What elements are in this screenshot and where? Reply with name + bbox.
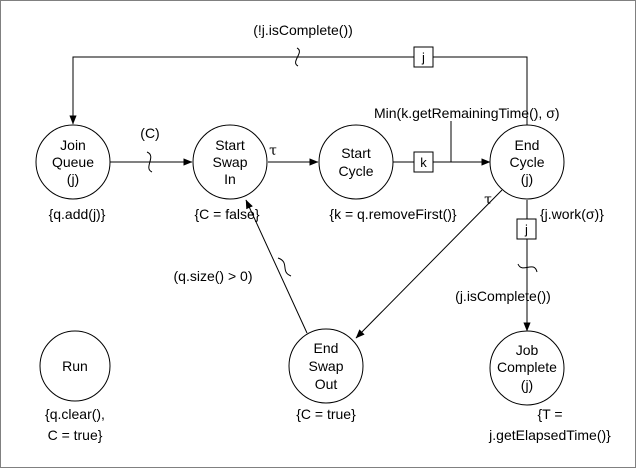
node-job-complete-line-2: Complete [497, 359, 557, 375]
node-job-complete-line-3: (j) [521, 377, 533, 393]
node-join-queue-line-2: Queue [52, 154, 94, 170]
node-job-complete-line-1: Job [516, 342, 539, 358]
param-box-loop-j: j [413, 46, 434, 68]
node-end-swap-out-line-1: End [314, 340, 339, 356]
node-job-complete: Job Complete (j) [489, 330, 565, 406]
edge-endswapout-to-startswapin [245, 199, 308, 334]
node-end-cycle-line-2: Cycle [509, 154, 544, 170]
node-join-queue: Join Queue (j) [35, 124, 111, 200]
param-box-complete-j-text: j [524, 222, 528, 237]
action-start-swap-in: {C = false} [195, 206, 260, 222]
edge-endcycle-to-endswapout [355, 189, 503, 339]
node-end-cycle-line-1: End [515, 137, 540, 153]
action-join-queue: {q.add(j)} [49, 206, 106, 222]
edge-endcycle-to-joinqueue [69, 56, 528, 125]
node-start-swap-in-line-1: Start [215, 137, 245, 153]
action-end-cycle: {j.work(σ)} [540, 206, 604, 222]
action-job-complete-line-2: j.getElapsedTime()} [488, 427, 611, 443]
node-end-cycle: End Cycle (j) [489, 124, 565, 200]
node-end-cycle-line-3: (j) [521, 171, 533, 187]
node-start-swap-in-line-2: Swap [212, 154, 247, 170]
node-start-swap-in-line-3: In [224, 171, 236, 187]
action-end-swap-out: {C = true} [296, 406, 356, 422]
node-run: Run [39, 330, 111, 402]
label-c-condition: (C) [140, 125, 159, 141]
node-end-swap-out-line-3: Out [315, 376, 338, 392]
label-not-complete: (!j.isComplete()) [253, 22, 353, 38]
node-end-swap-out: End Swap Out [288, 328, 364, 404]
edge-squiggle-c [146, 151, 153, 173]
label-is-complete: (j.isComplete()) [455, 288, 551, 304]
node-start-cycle-line-2: Cycle [338, 163, 373, 179]
edge-squiggle-queue-size [277, 257, 292, 277]
param-box-complete-j: j [516, 218, 537, 240]
label-min-delay: Min(k.getRemainingTime(), σ) [374, 105, 560, 121]
node-end-swap-out-line-2: Swap [308, 358, 343, 374]
label-tau-end-cycle: τ [484, 192, 492, 208]
action-job-complete-line-1: {T = [537, 406, 562, 422]
edge-squiggle-is-complete [517, 263, 538, 273]
node-join-queue-line-1: Join [60, 137, 86, 153]
node-start-swap-in: Start Swap In [192, 124, 268, 200]
action-start-cycle: {k = q.removeFirst()} [329, 206, 457, 222]
edge-squiggle-not-complete [295, 47, 300, 67]
node-run-line-1: Run [62, 358, 88, 374]
action-run-line-1: {q.clear(), [45, 406, 105, 422]
action-run-line-2: C = true} [48, 427, 103, 443]
node-start-cycle: Start Cycle [318, 124, 394, 200]
node-join-queue-line-3: (j) [67, 171, 79, 187]
param-box-loop-j-text: j [421, 50, 425, 65]
label-queue-size: (q.size() > 0) [174, 268, 253, 284]
param-box-cycle-k: k [413, 151, 434, 173]
node-start-cycle-line-1: Start [341, 145, 371, 161]
label-tau-swap-in: τ [269, 143, 277, 159]
param-box-cycle-k-text: k [420, 155, 427, 170]
